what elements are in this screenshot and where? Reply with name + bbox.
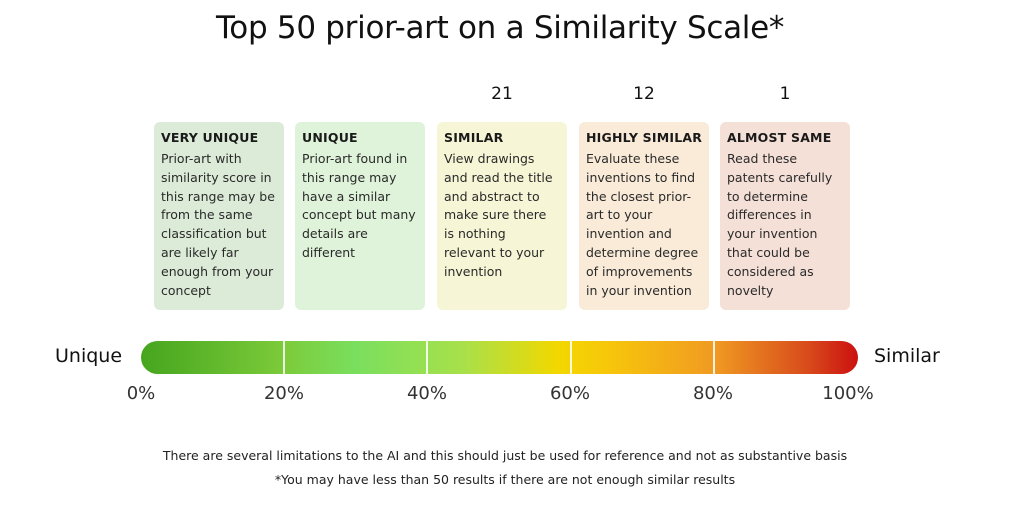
scale-left-label: Unique xyxy=(55,345,123,367)
tick-label-60: 60% xyxy=(549,383,590,404)
card-very-unique: VERY UNIQUE Prior-art with similarity sc… xyxy=(154,122,284,310)
card-description: View drawings and read the title and abs… xyxy=(444,151,553,279)
count-highly-similar: 12 xyxy=(633,84,655,104)
chart-title: Top 50 prior-art on a Similarity Scale* xyxy=(215,10,785,46)
card-description: Prior-art found in this range may have a… xyxy=(302,151,416,260)
similarity-gradient-bar xyxy=(141,341,858,374)
tick-label-20: 20% xyxy=(263,383,304,404)
card-almost-same: ALMOST SAME Read these patents carefully… xyxy=(720,122,850,310)
card-title: HIGHLY SIMILAR xyxy=(586,130,703,145)
tick-label-100: 100% xyxy=(822,383,874,404)
count-similar: 21 xyxy=(491,84,513,104)
tick-label-80: 80% xyxy=(692,383,733,404)
card-highly-similar: HIGHLY SIMILAR Evaluate these inventions… xyxy=(579,122,709,310)
footnote-text: *You may have less than 50 results if th… xyxy=(274,472,736,487)
scale-divider-60 xyxy=(570,341,572,374)
card-title: SIMILAR xyxy=(444,130,504,145)
card-unique: UNIQUE Prior-art found in this range may… xyxy=(295,122,425,310)
card-description: Prior-art with similarity score in this … xyxy=(161,151,275,298)
card-similar: SIMILAR View drawings and read the title… xyxy=(437,122,567,310)
card-title: UNIQUE xyxy=(302,130,358,145)
scale-divider-40 xyxy=(426,341,428,374)
card-title: ALMOST SAME xyxy=(727,130,832,145)
scale-divider-20 xyxy=(283,341,285,374)
tick-label-40: 40% xyxy=(406,383,447,404)
card-title: VERY UNIQUE xyxy=(161,130,259,145)
scale-divider-80 xyxy=(713,341,715,374)
disclaimer-text: There are several limitations to the AI … xyxy=(162,448,848,463)
card-description: Read these patents carefully to determin… xyxy=(727,151,833,298)
card-description: Evaluate these inventions to find the cl… xyxy=(586,151,699,298)
scale-right-label: Similar xyxy=(874,345,940,367)
count-almost-same: 1 xyxy=(779,84,791,104)
tick-label-0: 0% xyxy=(126,383,156,404)
